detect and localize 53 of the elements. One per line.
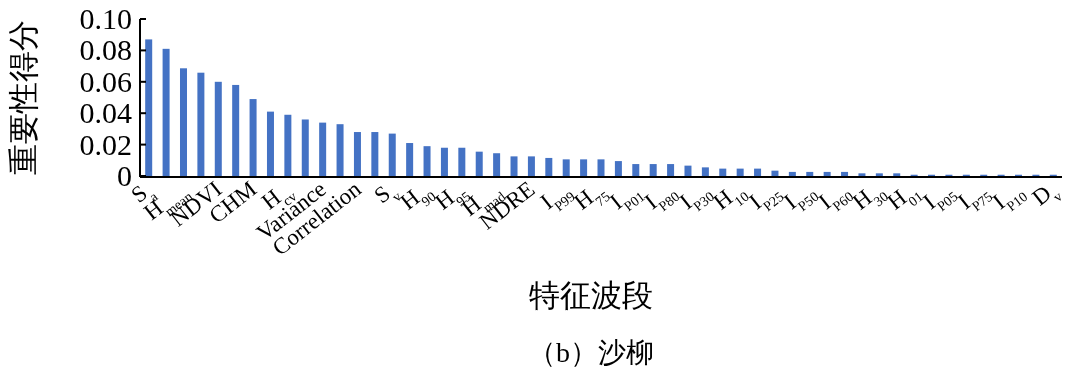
- bar: [232, 84, 240, 176]
- bar: [893, 173, 901, 176]
- bar: [684, 165, 692, 176]
- y-axis-title: 重要性得分: [6, 20, 41, 175]
- y-tick-label: 0.04: [79, 96, 132, 130]
- bar: [875, 173, 883, 176]
- bar: [266, 111, 274, 176]
- y-tick-label: 0.02: [79, 127, 132, 161]
- bar: [527, 156, 535, 176]
- bar: [736, 168, 744, 176]
- bar: [197, 72, 205, 176]
- bar: [841, 171, 849, 176]
- y-tick-label: 0.06: [79, 64, 132, 98]
- bar: [336, 124, 344, 176]
- x-axis-title: 特征波段: [529, 278, 653, 313]
- bar: [788, 171, 796, 176]
- bar: [649, 164, 657, 176]
- y-tick-label: 0.08: [79, 33, 132, 67]
- bar: [458, 147, 466, 176]
- bar: [475, 151, 483, 176]
- bar: [493, 153, 501, 176]
- bar: [440, 147, 448, 176]
- bar: [423, 146, 431, 176]
- bar: [562, 159, 570, 176]
- bar: [545, 157, 553, 176]
- bar: [214, 81, 222, 176]
- y-tick-label: 0: [117, 159, 132, 192]
- bar: [823, 171, 831, 176]
- bar: [632, 164, 640, 176]
- bar: [319, 122, 327, 176]
- text: （b）沙柳: [528, 337, 654, 368]
- bar: [771, 170, 779, 176]
- bar: [162, 48, 170, 176]
- bar: [371, 132, 379, 176]
- bar: [388, 133, 396, 176]
- bar: [406, 143, 414, 176]
- bar: [614, 161, 622, 176]
- bar: [580, 159, 588, 176]
- bar: [858, 173, 866, 176]
- y-tick-label: 0.10: [79, 2, 132, 35]
- bar: [510, 156, 518, 176]
- bar: [301, 119, 309, 176]
- bar: [701, 167, 709, 176]
- bar: [179, 68, 187, 176]
- bar: [754, 168, 762, 176]
- bar: [667, 164, 675, 176]
- bar: [249, 99, 257, 176]
- bar: [719, 168, 727, 176]
- bar: [806, 171, 814, 176]
- bar: [597, 159, 605, 176]
- bar: [145, 39, 153, 176]
- bar: [353, 132, 361, 176]
- bar: [284, 114, 292, 176]
